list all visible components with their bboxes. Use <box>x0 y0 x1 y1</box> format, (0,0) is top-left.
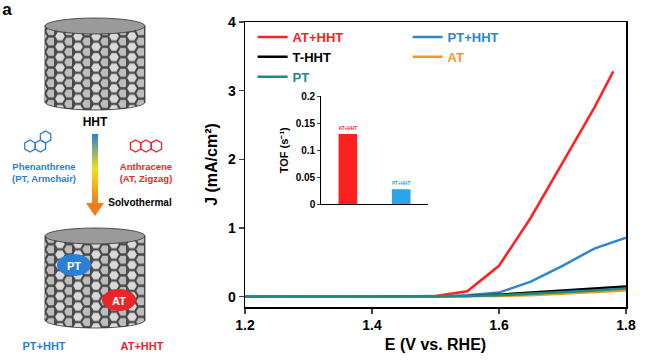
svg-text:0.2: 0.2 <box>301 91 315 102</box>
svg-text:0.1: 0.1 <box>301 145 315 156</box>
svg-text:0: 0 <box>228 289 236 305</box>
svg-text:T-HHT: T-HHT <box>293 50 331 65</box>
svg-text:PT+HHT: PT+HHT <box>22 340 65 352</box>
svg-text:1: 1 <box>228 220 236 236</box>
svg-text:Solvothermal: Solvothermal <box>108 197 172 208</box>
svg-text:AT: AT <box>448 50 464 65</box>
svg-text:E (V vs. RHE): E (V vs. RHE) <box>385 336 486 353</box>
svg-text:TOF (s⁻¹): TOF (s⁻¹) <box>278 127 290 173</box>
svg-text:PT: PT <box>293 70 310 85</box>
svg-text:PT+HHT: PT+HHT <box>392 181 411 186</box>
svg-text:(AT, Zigzag): (AT, Zigzag) <box>120 173 173 184</box>
svg-text:AT+HHT: AT+HHT <box>293 30 344 45</box>
svg-text:Anthracene: Anthracene <box>120 161 172 172</box>
svg-text:HHT: HHT <box>83 115 108 129</box>
svg-text:AT+HHT: AT+HHT <box>339 126 358 131</box>
html-text:b: b <box>190 0 201 19</box>
svg-text:AT: AT <box>112 295 126 307</box>
svg-text:3: 3 <box>228 83 236 99</box>
svg-text:1.8: 1.8 <box>616 317 636 333</box>
svg-text:2: 2 <box>228 151 236 167</box>
svg-text:4: 4 <box>228 14 236 30</box>
svg-text:1.6: 1.6 <box>489 317 509 333</box>
svg-text:1.4: 1.4 <box>362 317 382 333</box>
svg-text:1.2: 1.2 <box>235 317 255 333</box>
svg-text:0.15: 0.15 <box>296 118 316 129</box>
svg-text:0.05: 0.05 <box>296 172 316 183</box>
svg-text:PT+HHT: PT+HHT <box>448 30 499 45</box>
svg-text:a: a <box>2 0 12 19</box>
svg-text:0: 0 <box>310 199 316 210</box>
svg-text:Phenanthrene: Phenanthrene <box>12 161 75 172</box>
svg-text:PT: PT <box>67 260 81 272</box>
svg-text:(PT, Armchair): (PT, Armchair) <box>12 173 76 184</box>
svg-text:AT+HHT: AT+HHT <box>121 340 164 352</box>
svg-text:J (mA/cm²): J (mA/cm²) <box>203 123 220 206</box>
